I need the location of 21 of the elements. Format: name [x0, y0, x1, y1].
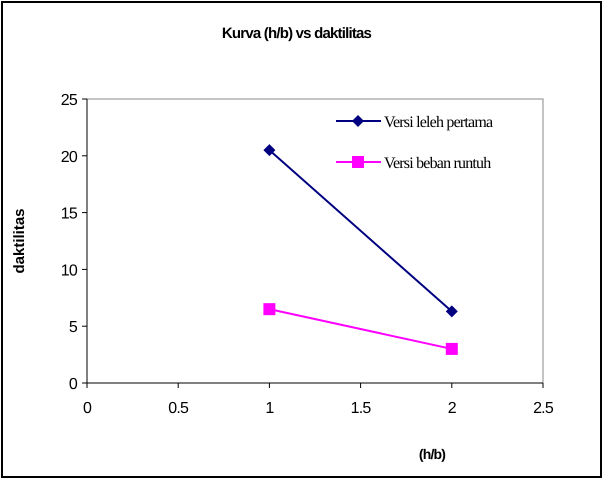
legend-label: Versi beban runtuh: [384, 155, 492, 172]
x-tick-label: 1: [265, 400, 274, 417]
y-tick-label: 20: [60, 148, 78, 166]
point: [446, 305, 458, 318]
x-tick-label: 1.5: [350, 400, 372, 417]
point: [446, 342, 458, 355]
point: [263, 144, 276, 156]
y-tick-label: 15: [60, 206, 78, 223]
x-axis-title: (h/b): [418, 446, 446, 462]
y-tick-label: 10: [60, 262, 78, 280]
x-tick-label: 0.5: [168, 400, 190, 417]
y-tick-label: 0: [68, 376, 78, 393]
chart-title: Kurva (h/b) vs daktilitas: [222, 25, 372, 42]
x-tick-label: 0: [82, 400, 92, 417]
point: [263, 303, 276, 316]
x-tick-label: 2: [448, 400, 457, 417]
y-tick-label: 5: [68, 319, 78, 336]
y-tick-label: 25: [60, 92, 78, 109]
y-axis-title: daktilitas: [11, 208, 28, 274]
legend-label: Versi leleh pertama: [384, 114, 493, 131]
x-tick-label: 2.5: [533, 400, 554, 417]
